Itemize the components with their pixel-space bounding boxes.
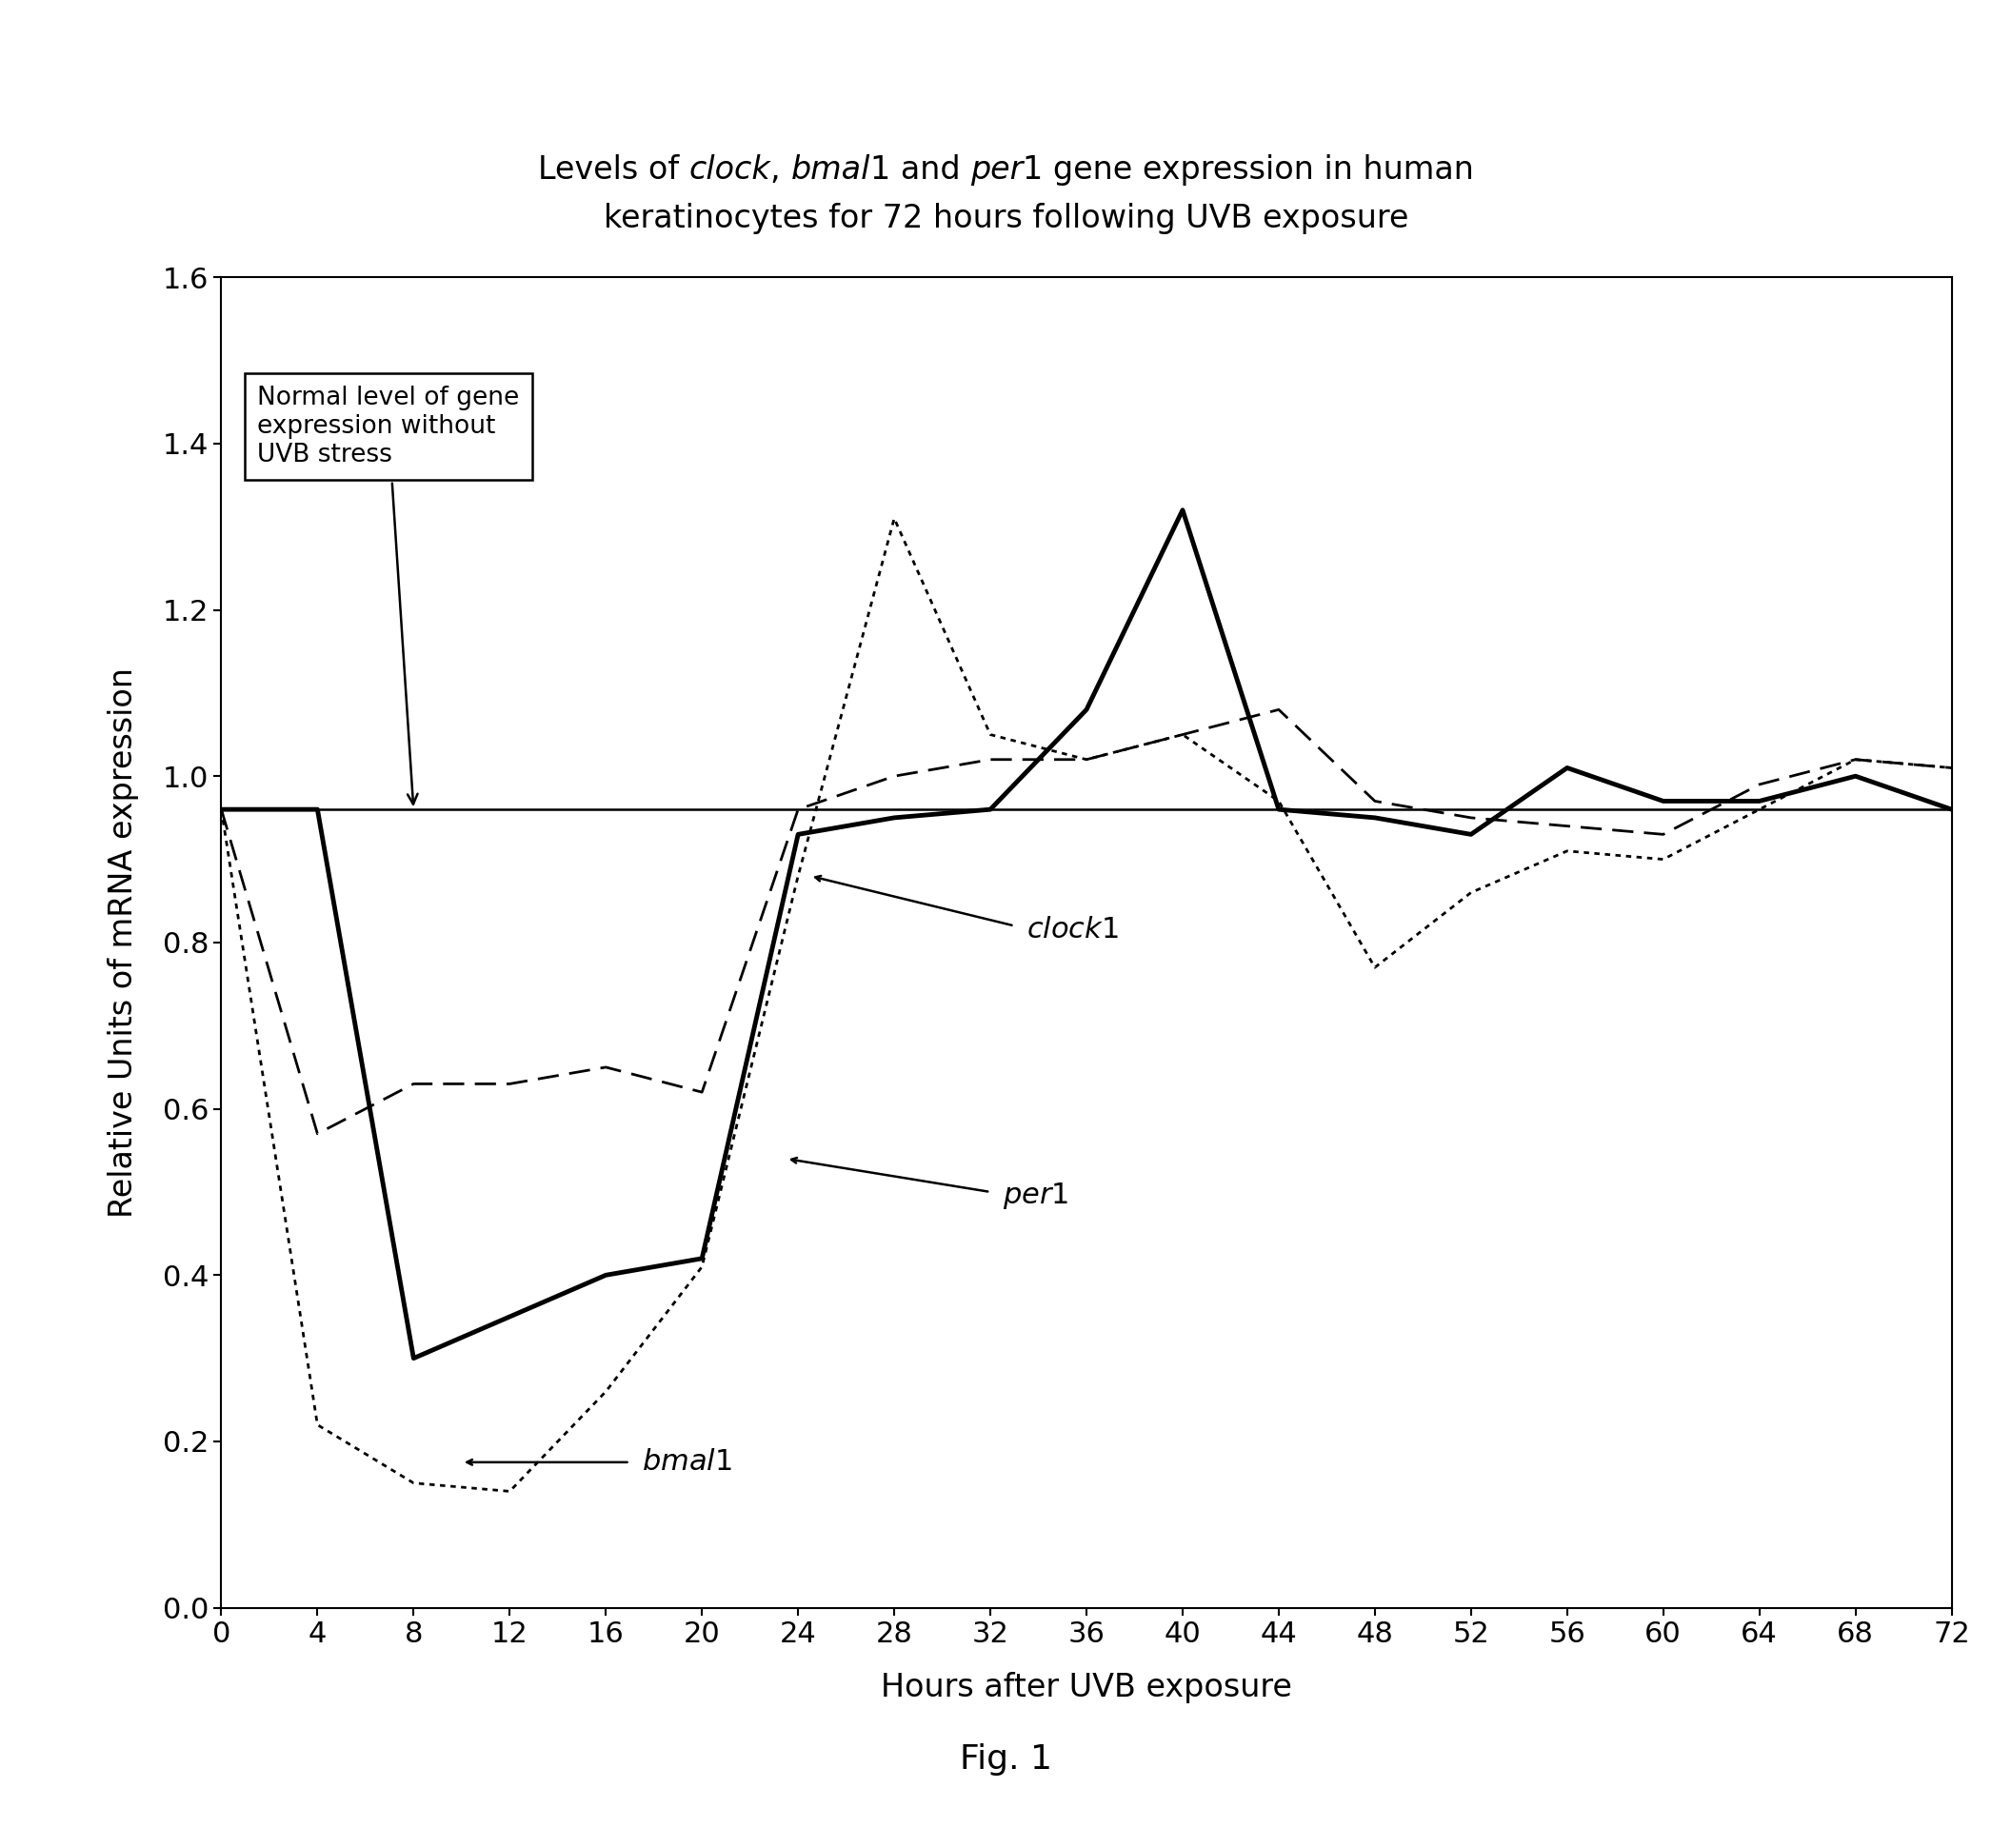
Text: $\mathit{clock}$1: $\mathit{clock}$1 bbox=[1026, 917, 1119, 944]
Text: 1 and: 1 and bbox=[869, 153, 970, 187]
Text: clock: clock bbox=[688, 153, 771, 187]
X-axis label: Hours after UVB exposure: Hours after UVB exposure bbox=[881, 1672, 1292, 1704]
Y-axis label: Relative Units of mRNA expression: Relative Units of mRNA expression bbox=[107, 667, 139, 1218]
Text: Fig. 1: Fig. 1 bbox=[960, 1743, 1052, 1776]
Text: 1 gene expression in human: 1 gene expression in human bbox=[1022, 153, 1475, 187]
Text: ,: , bbox=[771, 153, 791, 187]
Text: Levels of: Levels of bbox=[537, 153, 688, 187]
Text: $\mathit{bmal}$1: $\mathit{bmal}$1 bbox=[642, 1449, 732, 1477]
Text: bmal: bmal bbox=[791, 153, 869, 187]
Text: $\mathit{per}$1: $\mathit{per}$1 bbox=[1002, 1181, 1068, 1210]
Text: Normal level of gene
expression without
UVB stress: Normal level of gene expression without … bbox=[258, 384, 519, 804]
Text: per: per bbox=[970, 153, 1022, 187]
Text: keratinocytes for 72 hours following UVB exposure: keratinocytes for 72 hours following UVB… bbox=[604, 201, 1408, 235]
